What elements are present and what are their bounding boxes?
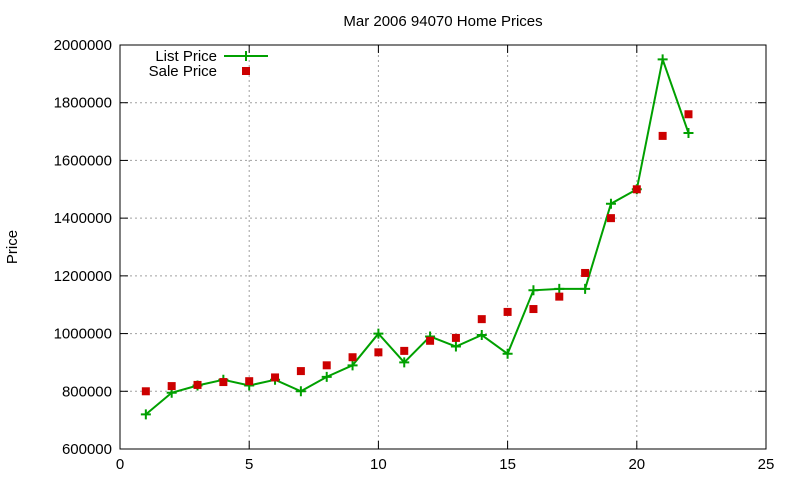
chart-title: Mar 2006 94070 Home Prices (343, 13, 542, 30)
sale-price-point (271, 373, 280, 382)
list-price-point (321, 371, 332, 382)
y-tick-label: 1600000 (54, 152, 112, 169)
y-tick-label: 2000000 (54, 37, 112, 54)
plot-area-border (119, 44, 767, 450)
x-tick-label: 0 (116, 456, 124, 473)
x-tick-label: 15 (499, 456, 516, 473)
legend-label-list-price: List Price (155, 48, 217, 65)
sale-price-point (477, 315, 486, 324)
sale-price-point (219, 378, 228, 387)
list-price-point (605, 198, 616, 209)
sale-price-point (348, 353, 357, 362)
sale-price-point (167, 382, 176, 391)
y-tick-label: 1200000 (54, 268, 112, 285)
sale-price-point (632, 185, 641, 194)
list-price-point (502, 348, 513, 359)
legend: List Price Sale Price (149, 48, 268, 80)
series-layer (140, 54, 694, 420)
y-tick-label: 800000 (62, 383, 112, 400)
sale-price-point (555, 292, 564, 301)
list-price-point (140, 409, 151, 420)
x-tick-label: 10 (370, 456, 387, 473)
list-price-point (657, 54, 668, 65)
list-price-point (347, 360, 358, 371)
sale-price-point (503, 307, 512, 316)
list-price-point (554, 283, 565, 294)
y-tick-label: 1000000 (54, 326, 112, 343)
list-price-point (528, 285, 539, 296)
x-tick-label: 25 (758, 456, 775, 473)
grid-lines (120, 45, 766, 449)
sale-price-point (684, 110, 693, 119)
sale-price-point (581, 268, 590, 277)
sale-price-point (529, 305, 538, 314)
y-tick-label: 600000 (62, 441, 112, 458)
list-price-point (580, 283, 591, 294)
sale-price-point (451, 333, 460, 342)
x-tick-label: 5 (245, 456, 253, 473)
sale-price-point (658, 131, 667, 140)
list-price-point (295, 386, 306, 397)
list-price-point (683, 128, 694, 139)
legend-marker-list-price (241, 51, 251, 61)
sale-price-point (426, 336, 435, 345)
sale-price-point (322, 361, 331, 370)
y-tick-label: 1800000 (54, 95, 112, 112)
axis-ticks: 0 5 10 15 20 25 600000 800000 1000000 1200000 1400… (54, 37, 775, 473)
sale-price-point (400, 346, 409, 355)
sale-price-point (245, 377, 254, 386)
list-price-point (450, 341, 461, 352)
list-price-point (476, 330, 487, 341)
list-price-point (373, 328, 384, 339)
sale-price-point (606, 214, 615, 223)
y-tick-label: 1400000 (54, 210, 112, 227)
sale-price-point (374, 348, 383, 357)
legend-label-sale-price: Sale Price (149, 63, 217, 80)
sale-price-point (141, 387, 150, 396)
sale-price-point (193, 380, 202, 389)
legend-marker-sale-price (242, 67, 250, 75)
y-axis-title: Price (4, 230, 21, 264)
list-price-point (399, 357, 410, 368)
x-tick-label: 20 (628, 456, 645, 473)
list-price-line (145, 55, 690, 416)
sale-price-point (296, 367, 305, 376)
